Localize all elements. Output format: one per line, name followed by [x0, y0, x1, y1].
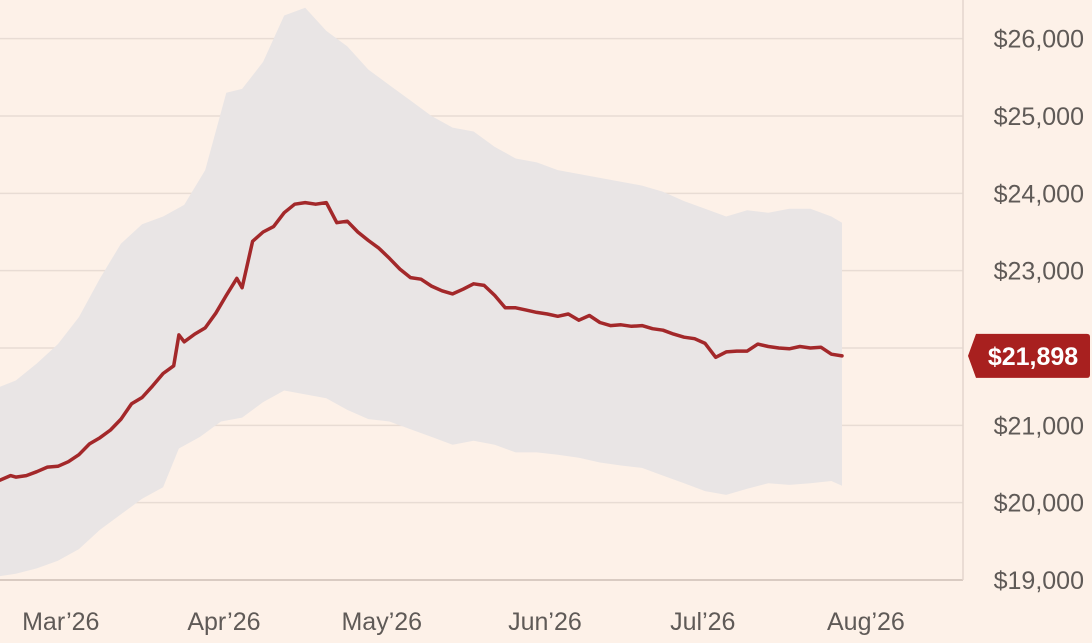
y-tick-label: $24,000 [994, 180, 1084, 208]
x-axis-ticks: Mar’26 Apr’26 May’26 Jun’26 Jul’26 Aug’26 [22, 608, 905, 636]
y-tick-label: $26,000 [994, 26, 1084, 54]
price-line [0, 200, 844, 482]
y-tick-label: $25,000 [994, 103, 1084, 131]
forecast-band [0, 7, 842, 577]
x-tick-label: May’26 [341, 608, 422, 636]
x-tick-label: Aug’26 [827, 608, 905, 636]
y-tick-label: $23,000 [994, 258, 1084, 286]
y-tick-label: $21,000 [994, 412, 1084, 440]
current-price-label: $21,898 [988, 343, 1078, 371]
y-tick-label: $20,000 [994, 490, 1084, 518]
x-tick-label: Jun’26 [508, 608, 582, 636]
y-axis-ticks: $19,000 $20,000 $21,000 $23,000 $24,000 $25,0… [994, 26, 1084, 595]
x-tick-label: Apr’26 [187, 608, 260, 636]
x-tick-label: Jul’26 [670, 608, 735, 636]
x-tick-label: Mar’26 [22, 608, 99, 636]
badge-shape [968, 333, 1090, 378]
current-price-badge: $21,898 [968, 333, 1090, 378]
y-tick-label: $19,000 [994, 567, 1084, 595]
